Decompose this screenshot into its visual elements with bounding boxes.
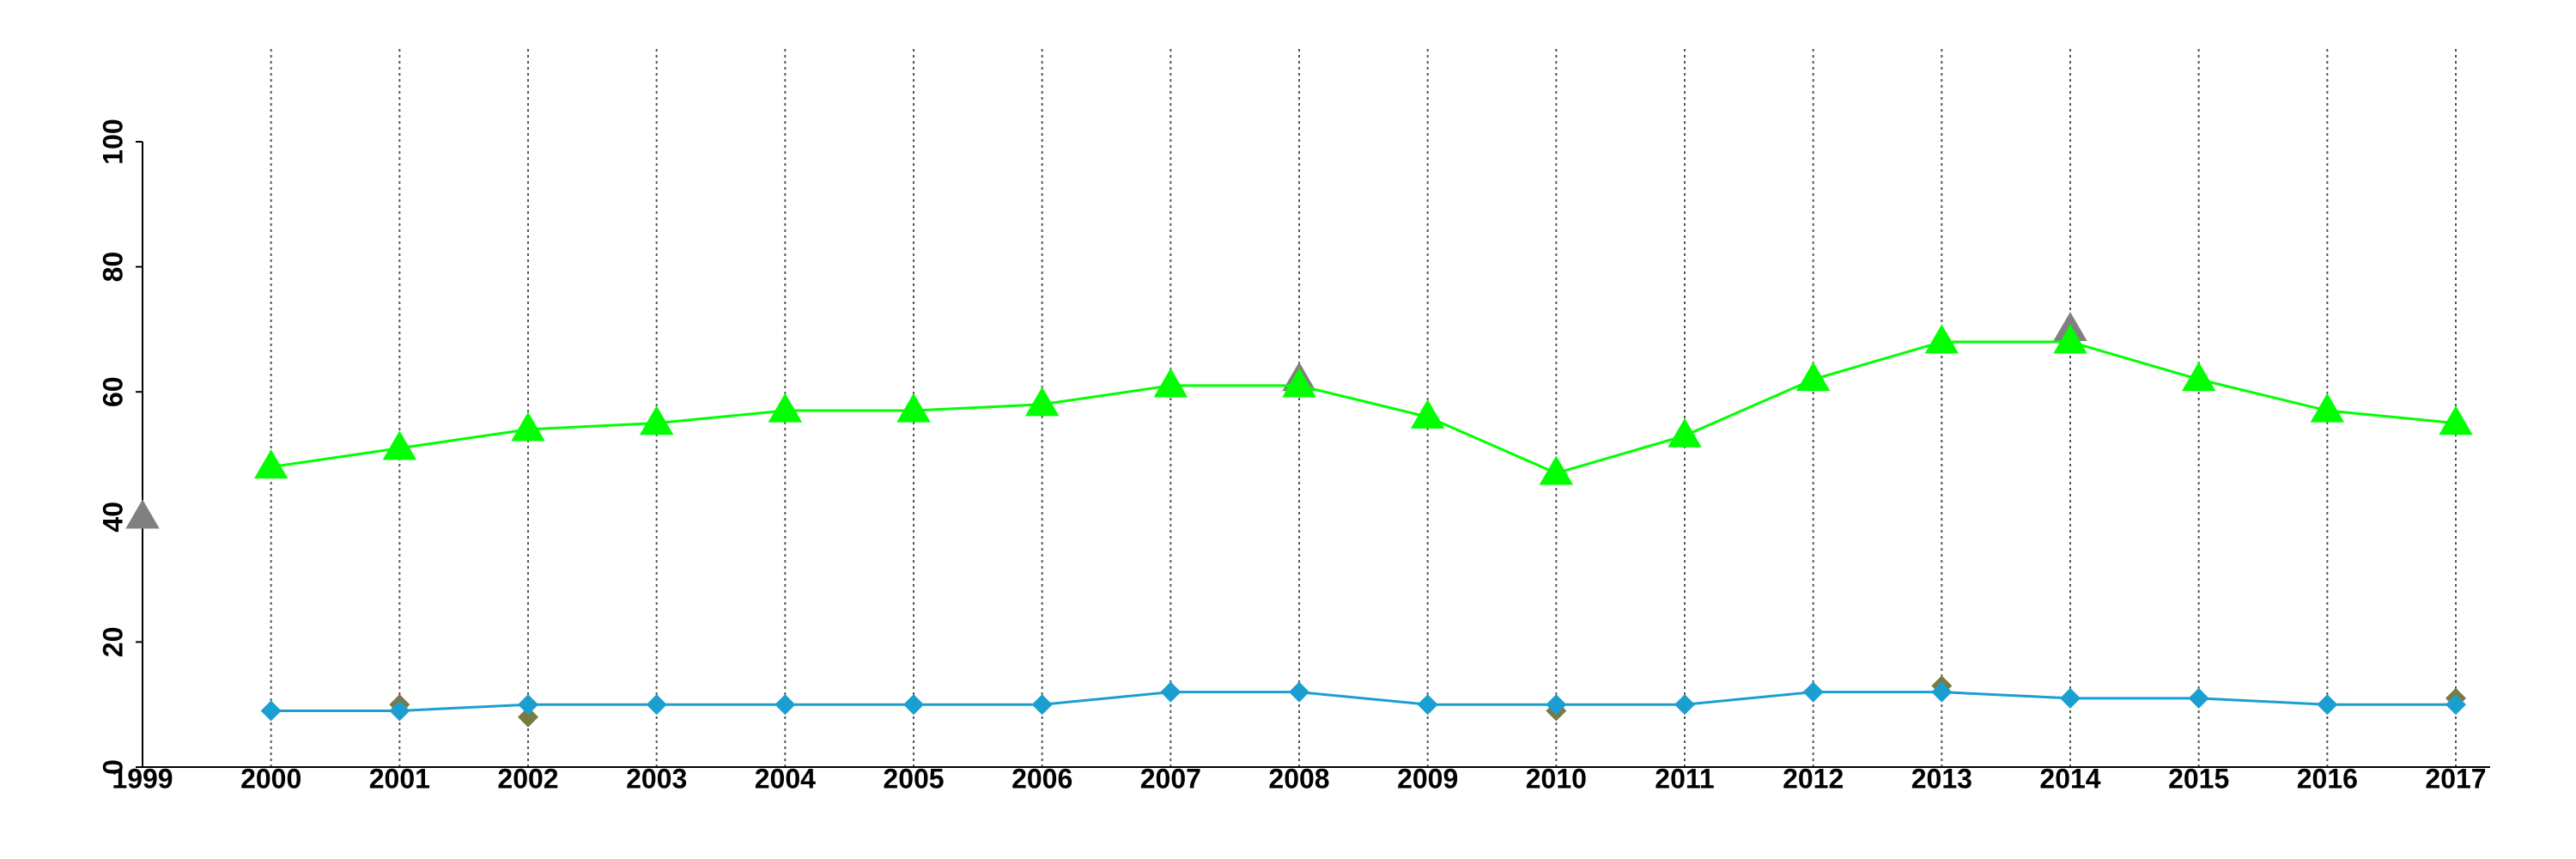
y-tick-label: 60: [97, 376, 128, 407]
diamond-marker: [2060, 687, 2081, 709]
triangle-marker: [2181, 362, 2216, 392]
diamond-marker: [260, 700, 282, 722]
triangle-marker: [253, 449, 289, 479]
triangle-marker: [1410, 399, 1445, 429]
x-tick-label: 2013: [1911, 763, 1972, 794]
x-tick-label: 2003: [626, 763, 687, 794]
diamond-marker: [1031, 694, 1053, 716]
x-tick-label: 2005: [883, 763, 944, 794]
triangle-marker: [1924, 324, 1959, 354]
series-line: [270, 340, 2457, 475]
diamond-marker: [389, 700, 410, 722]
triangle-marker: [1795, 362, 1831, 392]
diamond-marker: [2188, 687, 2209, 709]
triangle-marker: [639, 405, 674, 436]
triangle-marker: [1282, 368, 1316, 398]
x-tick-label: 2004: [755, 763, 816, 794]
triangle-marker: [382, 430, 417, 460]
x-tick-label: 2014: [2039, 763, 2100, 794]
y-tick-label: 20: [97, 627, 128, 658]
diamond-marker: [1546, 694, 1567, 716]
series-line: [270, 691, 2456, 712]
diamond-marker: [1289, 681, 1309, 703]
x-tick-label: 2009: [1397, 763, 1458, 794]
triangle-marker: [896, 393, 931, 423]
x-tick-label: 2010: [1526, 763, 1587, 794]
x-tick-label: 2012: [1783, 763, 1844, 794]
diamond-marker: [1160, 681, 1182, 703]
x-tick-label: 2000: [240, 763, 301, 794]
triangle-marker: [2053, 324, 2087, 354]
x-tick-label: 1999: [112, 763, 173, 794]
triangle-marker: [1668, 417, 1702, 448]
x-tick-label: 2008: [1268, 763, 1329, 794]
y-tick-label: 100: [97, 119, 128, 164]
x-tick-label: 2001: [369, 763, 430, 794]
diamond-marker: [518, 706, 538, 728]
triangle-marker: [1153, 368, 1188, 398]
x-tick-label: 2006: [1012, 763, 1072, 794]
x-tick-label: 2007: [1140, 763, 1201, 794]
triangle-marker: [1024, 387, 1060, 417]
diamond-marker: [1931, 681, 1953, 703]
x-tick-label: 2011: [1655, 763, 1714, 794]
triangle-marker: [2439, 405, 2473, 436]
x-tick-label: 2016: [2297, 763, 2358, 794]
y-tick-label: 80: [97, 252, 128, 283]
diamond-marker: [2445, 694, 2466, 716]
diamond-marker: [518, 694, 538, 716]
x-tick-label: 2017: [2425, 763, 2486, 794]
triangle-marker: [1539, 455, 1574, 485]
y-tick-label: 40: [97, 502, 128, 533]
triangle-marker: [2310, 393, 2345, 423]
triangle-marker: [511, 411, 545, 442]
diamond-marker: [1802, 681, 1824, 703]
y-tick-label: 0: [97, 759, 128, 775]
diamond-marker: [1417, 694, 1438, 716]
diamond-marker: [2317, 694, 2338, 716]
diamond-marker: [646, 694, 667, 716]
diamond-marker: [1674, 694, 1695, 716]
x-tick-label: 2015: [2168, 763, 2229, 794]
diamond-marker: [775, 694, 796, 716]
triangle-marker: [768, 393, 803, 423]
diamond-marker: [903, 694, 924, 716]
triangle-marker: [125, 499, 160, 529]
x-tick-label: 2002: [497, 763, 558, 794]
